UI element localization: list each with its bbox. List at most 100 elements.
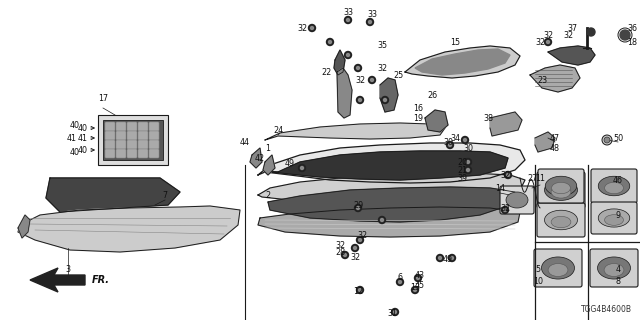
- Ellipse shape: [598, 176, 630, 196]
- Circle shape: [465, 166, 472, 173]
- Circle shape: [394, 310, 397, 314]
- Text: 14: 14: [495, 183, 505, 193]
- Circle shape: [504, 209, 506, 212]
- Text: 47: 47: [550, 133, 560, 142]
- Text: 5: 5: [536, 266, 541, 275]
- Polygon shape: [258, 173, 525, 204]
- FancyBboxPatch shape: [149, 140, 159, 149]
- FancyBboxPatch shape: [105, 140, 115, 149]
- Text: 32: 32: [543, 30, 553, 39]
- Polygon shape: [337, 68, 352, 118]
- Circle shape: [344, 52, 351, 59]
- FancyBboxPatch shape: [105, 122, 115, 131]
- Text: 29: 29: [353, 201, 363, 210]
- Text: 7: 7: [163, 190, 168, 199]
- Text: 30: 30: [463, 143, 473, 153]
- Ellipse shape: [541, 257, 575, 279]
- Circle shape: [356, 67, 360, 69]
- Text: 32: 32: [500, 204, 510, 212]
- Circle shape: [346, 19, 349, 21]
- FancyBboxPatch shape: [149, 149, 159, 158]
- FancyBboxPatch shape: [127, 140, 137, 149]
- Circle shape: [461, 137, 468, 143]
- Text: 3: 3: [65, 266, 70, 275]
- Circle shape: [412, 286, 419, 293]
- FancyBboxPatch shape: [116, 122, 126, 131]
- Text: 32: 32: [377, 63, 387, 73]
- FancyBboxPatch shape: [537, 203, 585, 237]
- Circle shape: [449, 143, 451, 147]
- Circle shape: [344, 17, 351, 23]
- FancyBboxPatch shape: [138, 140, 148, 149]
- Text: 32: 32: [500, 171, 510, 180]
- Text: 27: 27: [527, 173, 537, 182]
- Text: 11: 11: [535, 173, 545, 182]
- Text: 15: 15: [450, 37, 460, 46]
- Circle shape: [451, 257, 454, 260]
- Text: 4: 4: [616, 266, 621, 275]
- Text: 36: 36: [627, 23, 637, 33]
- Ellipse shape: [598, 257, 630, 279]
- Polygon shape: [258, 207, 520, 237]
- Circle shape: [369, 76, 376, 84]
- Polygon shape: [30, 268, 85, 292]
- Text: 39: 39: [457, 173, 467, 182]
- FancyBboxPatch shape: [116, 131, 126, 140]
- FancyBboxPatch shape: [116, 149, 126, 158]
- FancyBboxPatch shape: [591, 202, 637, 234]
- FancyBboxPatch shape: [149, 131, 159, 140]
- Circle shape: [367, 19, 374, 26]
- Circle shape: [356, 97, 364, 103]
- Text: 1: 1: [266, 143, 271, 153]
- Circle shape: [371, 78, 374, 82]
- Ellipse shape: [604, 264, 624, 276]
- Text: 38: 38: [483, 114, 493, 123]
- Circle shape: [392, 308, 399, 316]
- Text: 13: 13: [410, 284, 420, 292]
- FancyBboxPatch shape: [537, 172, 585, 208]
- FancyBboxPatch shape: [138, 122, 148, 131]
- Text: 34: 34: [450, 133, 460, 142]
- Circle shape: [383, 99, 387, 101]
- Circle shape: [587, 28, 595, 36]
- Text: 33: 33: [367, 10, 377, 19]
- Text: 41: 41: [67, 133, 77, 142]
- Circle shape: [310, 27, 314, 29]
- Text: 24: 24: [273, 125, 283, 134]
- Text: 37: 37: [567, 23, 577, 33]
- Circle shape: [399, 281, 401, 284]
- Ellipse shape: [506, 192, 528, 208]
- Text: TGG4B4600B: TGG4B4600B: [581, 305, 632, 314]
- FancyBboxPatch shape: [534, 249, 582, 287]
- Polygon shape: [405, 46, 520, 78]
- Circle shape: [298, 164, 305, 172]
- FancyBboxPatch shape: [116, 140, 126, 149]
- Text: 40: 40: [70, 148, 80, 156]
- FancyBboxPatch shape: [98, 115, 168, 165]
- Circle shape: [353, 246, 356, 250]
- Text: 6: 6: [397, 274, 403, 283]
- FancyBboxPatch shape: [138, 131, 148, 140]
- Polygon shape: [548, 46, 595, 65]
- Polygon shape: [415, 49, 510, 75]
- FancyBboxPatch shape: [138, 149, 148, 158]
- Polygon shape: [530, 65, 580, 92]
- Text: 35: 35: [377, 41, 387, 50]
- Polygon shape: [380, 78, 398, 112]
- Circle shape: [547, 41, 550, 44]
- Polygon shape: [265, 123, 445, 140]
- Circle shape: [413, 289, 417, 292]
- FancyBboxPatch shape: [127, 122, 137, 131]
- Text: FR.: FR.: [92, 275, 110, 285]
- Circle shape: [308, 25, 316, 31]
- Circle shape: [351, 244, 358, 252]
- Circle shape: [342, 252, 349, 259]
- Circle shape: [356, 206, 360, 210]
- Circle shape: [346, 53, 349, 57]
- Text: 40: 40: [70, 121, 80, 130]
- Text: 49: 49: [443, 255, 453, 265]
- Circle shape: [604, 137, 610, 143]
- Polygon shape: [490, 112, 522, 136]
- FancyBboxPatch shape: [103, 120, 163, 160]
- Text: 22: 22: [321, 68, 331, 76]
